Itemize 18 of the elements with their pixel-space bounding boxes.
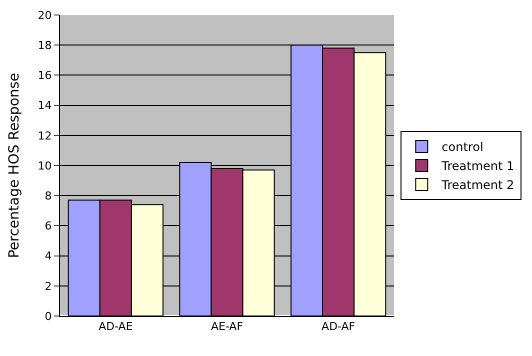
x-tick-label: AE-AF: [210, 320, 244, 334]
y-tick-label: 18: [38, 38, 52, 52]
y-tick-label: 12: [38, 129, 52, 142]
y-tick-label: 14: [38, 99, 52, 112]
legend-label: control: [442, 140, 484, 154]
y-tick-label: 20: [38, 8, 52, 22]
y-tick-label: 2: [44, 280, 52, 293]
legend-label: Treatment 1: [440, 159, 514, 174]
y-tick-label: 6: [44, 220, 52, 233]
y-axis-title: Percentage HOS Response: [6, 72, 22, 258]
y-tick-label: 16: [38, 69, 52, 82]
x-tick-label: AD-AE: [98, 320, 133, 334]
legend-label: Treatment 2: [440, 178, 514, 192]
y-tick-label: 0: [44, 310, 52, 323]
y-tick-label: 4: [44, 250, 52, 263]
y-tick-label: 10: [38, 159, 52, 172]
y-tick-label: 8: [44, 189, 52, 202]
x-tick-label: AD-AF: [322, 320, 356, 334]
